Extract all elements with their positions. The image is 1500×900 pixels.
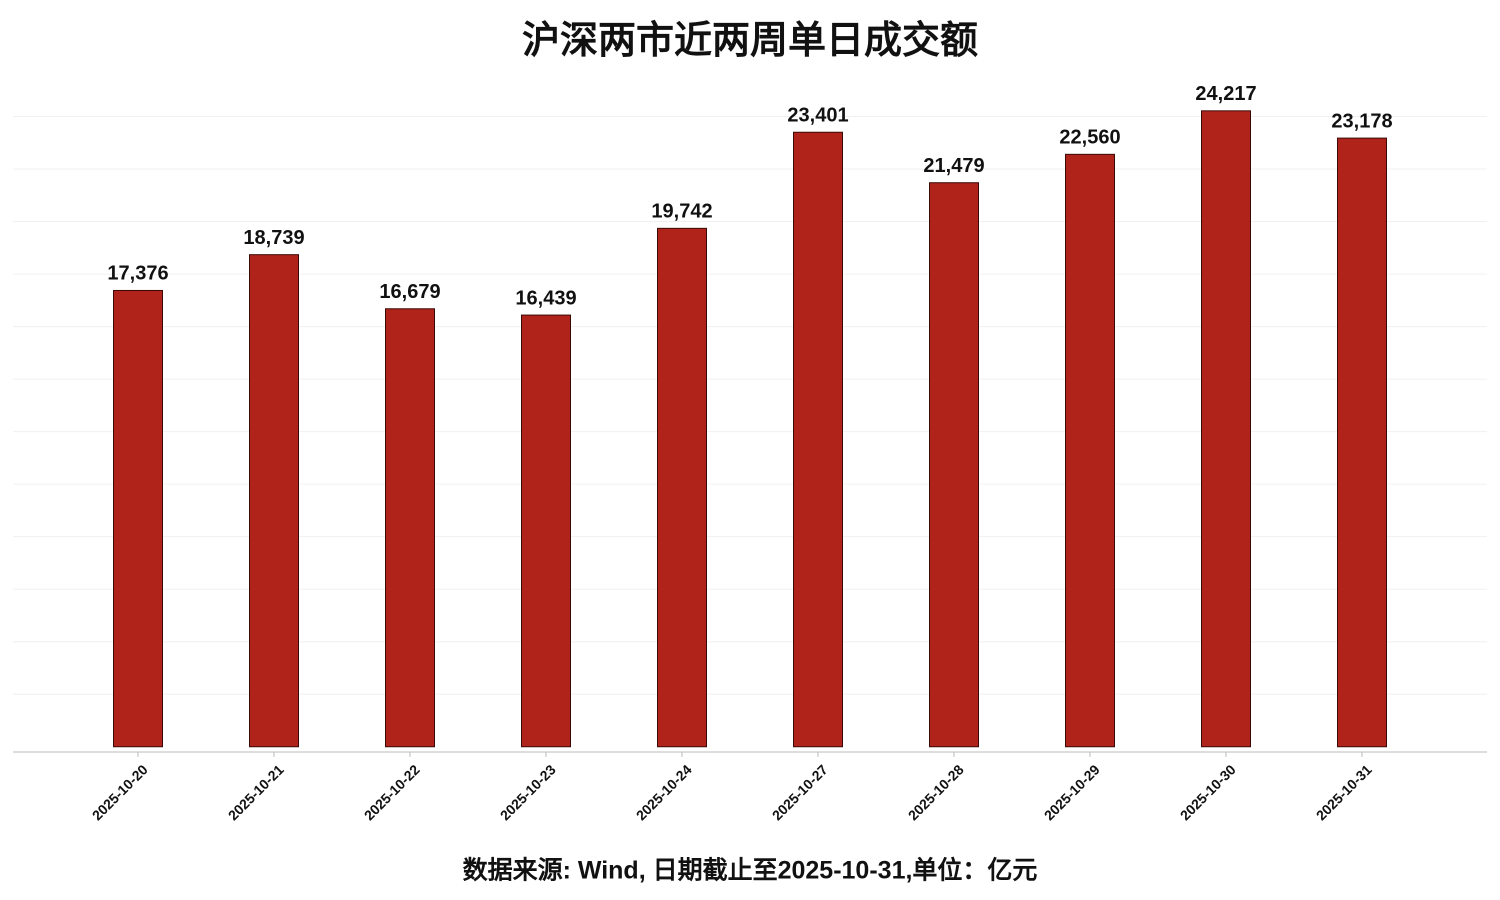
bar <box>657 227 707 748</box>
bar <box>929 182 979 748</box>
x-tick-label: 2025-10-22 <box>361 761 423 823</box>
bar <box>1201 110 1251 748</box>
x-tick-label: 2025-10-27 <box>769 761 831 823</box>
value-label: 19,742 <box>651 201 712 223</box>
x-tick-label: 2025-10-28 <box>905 761 967 823</box>
bar <box>249 254 299 748</box>
bar <box>385 308 435 748</box>
value-label: 17,376 <box>107 263 168 285</box>
chart-title: 沪深两市近两周单日成交额 <box>522 19 978 62</box>
value-label: 23,401 <box>787 105 848 127</box>
value-label: 16,439 <box>515 287 576 309</box>
bar <box>521 314 571 748</box>
value-label: 21,479 <box>923 155 984 177</box>
x-tick-label: 2025-10-20 <box>89 761 151 823</box>
x-tick-label: 2025-10-23 <box>497 761 559 823</box>
bar <box>1337 137 1387 748</box>
x-tick-label: 2025-10-21 <box>225 761 287 823</box>
bar <box>1065 153 1115 748</box>
bar <box>793 131 843 748</box>
x-tick-label: 2025-10-30 <box>1177 761 1239 823</box>
value-label: 18,739 <box>243 227 304 249</box>
footnote: 数据来源: Wind, 日期截止至2025-10-31,单位：亿元 <box>463 856 1038 885</box>
value-label: 16,679 <box>379 281 440 303</box>
value-label: 23,178 <box>1331 110 1392 132</box>
x-tick-label: 2025-10-31 <box>1313 761 1375 823</box>
x-tick-label: 2025-10-24 <box>633 761 695 823</box>
x-tick-label: 2025-10-29 <box>1041 761 1103 823</box>
value-label: 22,560 <box>1059 127 1120 149</box>
value-label: 24,217 <box>1195 83 1256 105</box>
bar <box>113 289 163 748</box>
